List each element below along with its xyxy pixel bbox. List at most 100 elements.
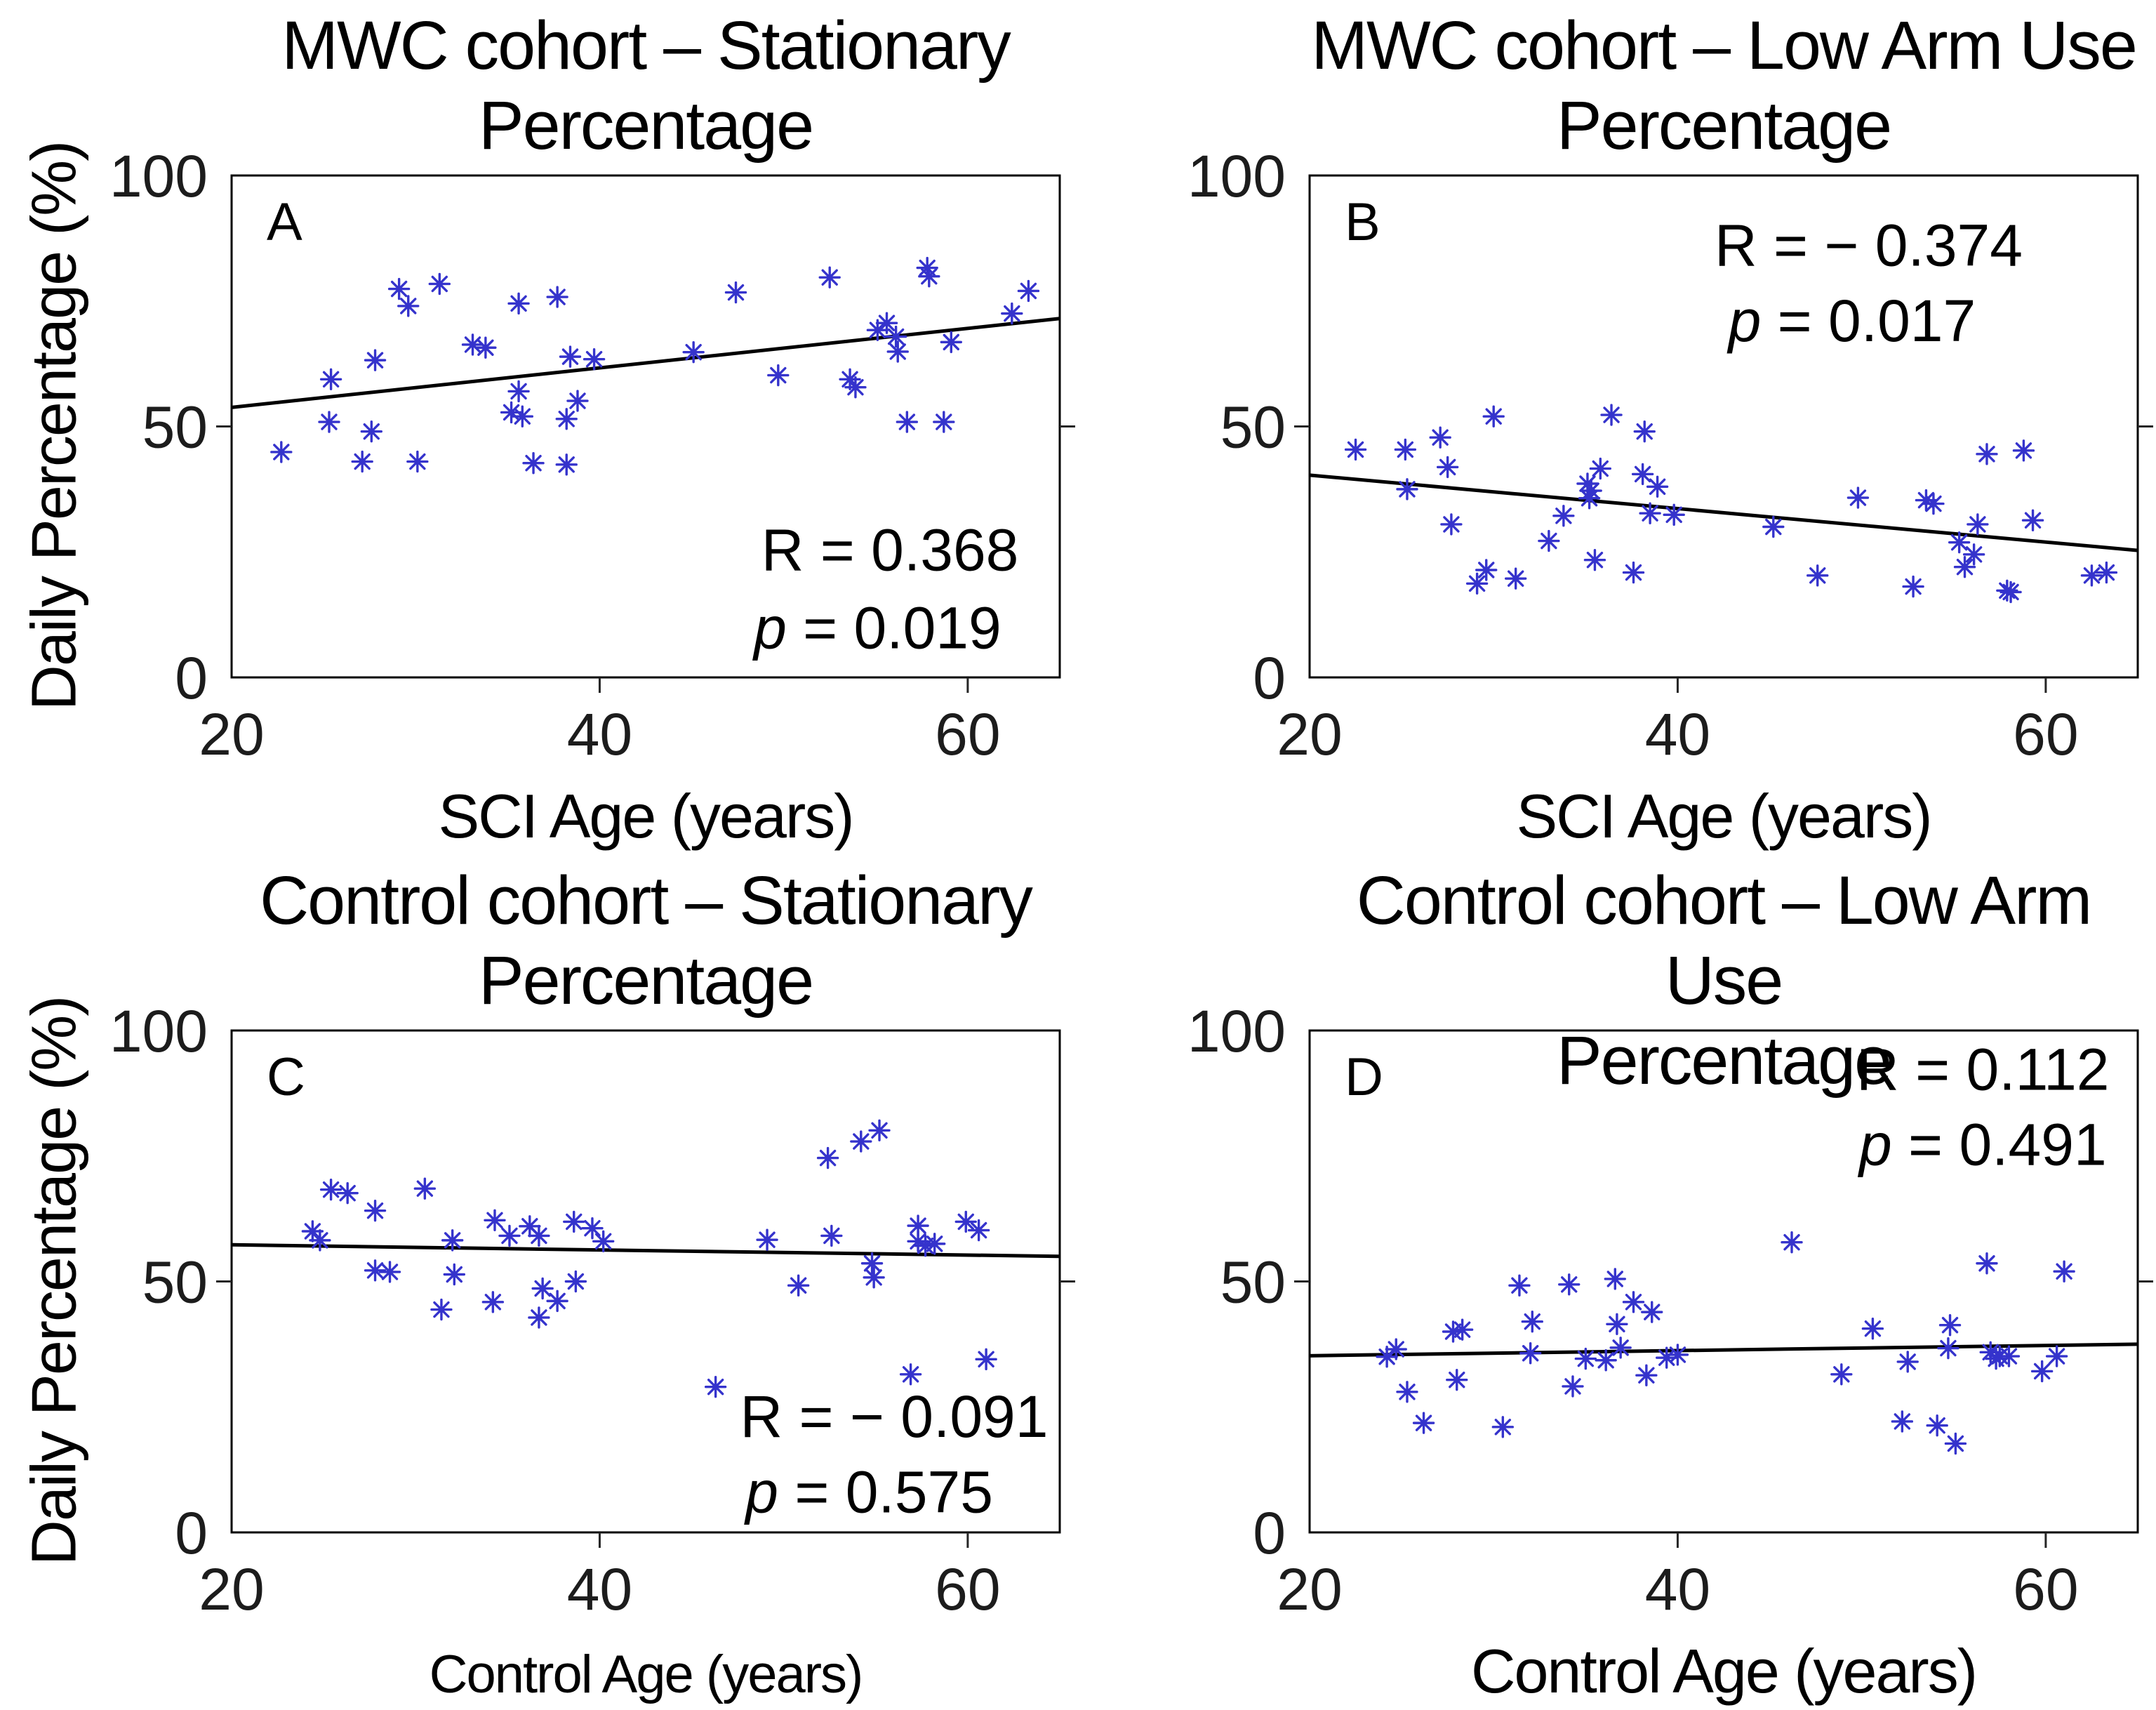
scatter-point: [319, 1178, 342, 1201]
scatter-point: [907, 1214, 929, 1237]
panel-d: Control cohort – Low Arm Use Percentage …: [1078, 855, 2156, 1710]
scatter-point: [498, 1224, 521, 1247]
panel-a-title: MWC cohort – Stationary Percentage: [232, 6, 1060, 166]
panel-b-title-line1: MWC cohort – Low Arm Use: [1311, 7, 2138, 84]
scatter-point: [318, 411, 340, 433]
scatter-point: [528, 1306, 550, 1329]
y-tick-label: 50: [142, 395, 208, 460]
scatter-point: [1922, 492, 1945, 515]
panel-c: Control cohort – Stationary Percentage D…: [0, 855, 1078, 1710]
scatter-point: [704, 1375, 727, 1398]
scatter-point: [886, 340, 909, 363]
scatter-point: [507, 380, 530, 403]
scatter-point: [531, 1277, 554, 1300]
scatter-point: [954, 1210, 977, 1233]
scatter-point: [1781, 1231, 1803, 1254]
scatter-point: [364, 349, 387, 371]
scatter-point: [1976, 443, 1998, 465]
scatter-point: [1589, 457, 1612, 480]
scatter-point: [1429, 426, 1451, 449]
scatter-point: [1896, 1351, 1919, 1373]
p-value-text: p = 0.491: [1857, 1112, 2107, 1178]
scatter-point: [866, 319, 889, 341]
scatter-point: [1001, 302, 1023, 325]
scatter-point: [899, 1363, 922, 1386]
r-value-text: R = 0.368: [761, 517, 1019, 583]
x-tick-label: 60: [2013, 701, 2078, 767]
scatter-point: [1482, 405, 1505, 428]
y-tick-label: 0: [1253, 645, 1286, 711]
scatter-point: [406, 450, 429, 473]
scatter-point: [1600, 404, 1623, 426]
scatter-point: [360, 420, 382, 443]
r-value-text: R = − 0.091: [740, 1384, 1049, 1450]
scatter-point: [387, 277, 411, 300]
scatter-point: [1412, 1412, 1435, 1434]
scatter-point: [1436, 456, 1459, 479]
scatter-point: [1562, 1375, 1584, 1398]
x-tick-label: 40: [567, 701, 632, 767]
scatter-point: [923, 1233, 946, 1255]
scatter-point: [1396, 478, 1418, 501]
scatter-point: [461, 333, 484, 356]
y-tick-label: 50: [1220, 1250, 1286, 1315]
panel-a-title-line2: Percentage: [478, 87, 814, 164]
scatter-point: [1583, 548, 1606, 571]
scatter-point: [1962, 543, 1985, 566]
scatter-point: [860, 1252, 884, 1275]
axis-box: [230, 1029, 1061, 1534]
scatter-point: [522, 451, 545, 475]
scatter-point: [481, 1291, 505, 1313]
y-tick-label: 100: [1187, 143, 1286, 209]
panel-b: MWC cohort – Low Arm Use Percentage 0 50 1…: [1078, 0, 2156, 855]
x-tick-label: 20: [199, 1556, 264, 1622]
scatter-point: [583, 347, 606, 371]
scatter-point: [2080, 564, 2103, 587]
scatter-point: [863, 1266, 885, 1289]
r-value-text: R = − 0.374: [1715, 213, 2023, 279]
scatter-point: [1578, 487, 1601, 510]
scatter-point: [1953, 556, 1976, 578]
panel-a-plot: 0 50 100 20 40 60 SCI Age (years) A R = 0.368 p =…: [109, 143, 1075, 851]
scatter-point: [351, 450, 373, 473]
scatter-point: [592, 1230, 615, 1252]
fit-line: [231, 317, 1060, 409]
scatter-point: [555, 453, 578, 476]
scatter-point: [2030, 1360, 2054, 1383]
scatter-point: [2021, 509, 2044, 531]
scatter-point: [1902, 575, 1924, 598]
scatter-point: [364, 1199, 387, 1222]
scatter-point: [484, 1209, 506, 1231]
scatter-point: [413, 1177, 437, 1200]
x-axis-label: Control Age (years): [430, 1645, 863, 1704]
scatter-point: [1558, 1273, 1581, 1296]
scatter-point: [1937, 1337, 1959, 1360]
scatter-point: [1999, 581, 2022, 604]
scatter-point: [443, 1263, 465, 1286]
y-tick-label: 100: [1187, 998, 1286, 1064]
x-tick-label: 60: [935, 1556, 1000, 1622]
scatter-point: [474, 336, 497, 359]
x-axis-label: Control Age (years): [1471, 1636, 1976, 1706]
scatter-point: [378, 1261, 401, 1283]
scatter-point: [787, 1274, 810, 1297]
scatter-point: [1385, 1338, 1407, 1360]
scatter-point: [896, 411, 919, 433]
x-tick-label: 40: [1645, 701, 1710, 767]
scatter-point: [1861, 1318, 1884, 1340]
panel-d-title-line1: Control cohort – Low Arm Use: [1356, 862, 2092, 1019]
r-value-text: R = 0.112: [1856, 1036, 2109, 1102]
scatter-point: [1396, 1381, 1418, 1403]
x-axis-label: SCI Age (years): [1516, 781, 1931, 851]
scatter-point: [1580, 479, 1602, 502]
scatter-point: [519, 1215, 541, 1238]
scatter-point: [2045, 1345, 2068, 1367]
scatter-point: [309, 1229, 331, 1252]
scatter-point: [1394, 438, 1417, 461]
scatter-point: [1926, 1414, 1948, 1437]
scatter-point: [1538, 529, 1560, 552]
scatter-point: [1519, 1342, 1542, 1365]
panel-c-title-line1: Control cohort – Stationary: [260, 862, 1033, 939]
scatter-point: [1948, 531, 1971, 554]
